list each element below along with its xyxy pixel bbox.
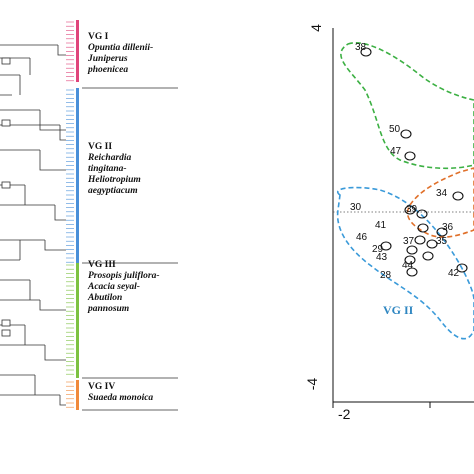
point-marker [452,191,464,201]
group-id: VG I [88,32,109,42]
point-label: 36 [442,222,454,233]
point-marker [416,209,428,219]
point-label: 44 [402,260,414,271]
vg1-hull [340,42,474,170]
point-label: 29 [372,244,384,255]
species-line: Suaeda monoica [88,393,154,403]
group-id: VG II [88,142,113,152]
species-line: aegyptiacum [88,186,138,196]
dendrogram [0,44,66,406]
species-line: Opuntia dillenii- [88,43,154,53]
species-line: Prosopis juliflora- [88,271,160,281]
point-label: 41 [375,220,387,231]
point-marker [404,151,416,161]
x-axis-left-label: -2 [338,406,351,422]
species-line: tingitana- [88,164,127,174]
species-line: pannosum [88,304,130,314]
point-marker [436,227,448,237]
point-marker [422,251,434,261]
point-marker [426,239,438,249]
group-label-vg2: VG II Reichardia tingitana- Heliotropium… [88,142,141,197]
point-marker [406,267,418,277]
point-label: 37 [403,236,415,247]
point-label: 34 [436,188,448,199]
point-label: 47 [390,146,402,157]
vg2-bar [76,88,79,263]
species-line: Acacia seyal- [88,282,140,292]
point-label: 30 [350,202,362,213]
point-marker [380,241,392,251]
vg3-bar [76,263,79,378]
y-axis-bottom-label: -4 [304,377,321,391]
point-label: 39 [406,204,418,215]
point-label: 43 [376,252,388,263]
point-marker [456,263,468,273]
group-id: VG IV [88,382,116,392]
point-label: 46 [356,232,368,243]
point-marker [404,255,416,265]
group-label-vg3: VG III Prosopis juliflora- Acacia seyal-… [88,260,160,315]
point-label: 35 [436,236,448,247]
y-axis-top-label: 4 [307,24,324,32]
group-label-vg1: VG I Opuntia dillenii- Juniperus phoenic… [88,32,153,76]
leaf-ticks [66,21,74,408]
vg2-plot-label: VG II [383,303,414,317]
species-line: Abutilon [88,293,123,303]
point-marker [417,223,429,233]
point-marker [360,47,372,57]
species-line: phoenicea [88,65,129,75]
group-label-vg4: VG IV Suaeda monoica [88,382,153,404]
point-label: 42 [448,268,460,279]
vg4-bar [76,380,79,410]
group-separators [82,87,178,411]
species-line: Juniperus [88,54,128,64]
species-line: Reichardia [88,153,132,163]
point-label: 28 [380,270,392,281]
point-marker [404,205,416,215]
point-marker [406,245,418,255]
vg1-bar [76,20,79,82]
group-id: VG III [88,260,116,270]
point-label: 50 [389,124,401,135]
orange-hull [406,167,474,238]
species-line: Heliotropium [88,175,141,185]
point-label: 38 [355,42,367,53]
point-marker [400,129,412,139]
point-marker [414,235,426,245]
